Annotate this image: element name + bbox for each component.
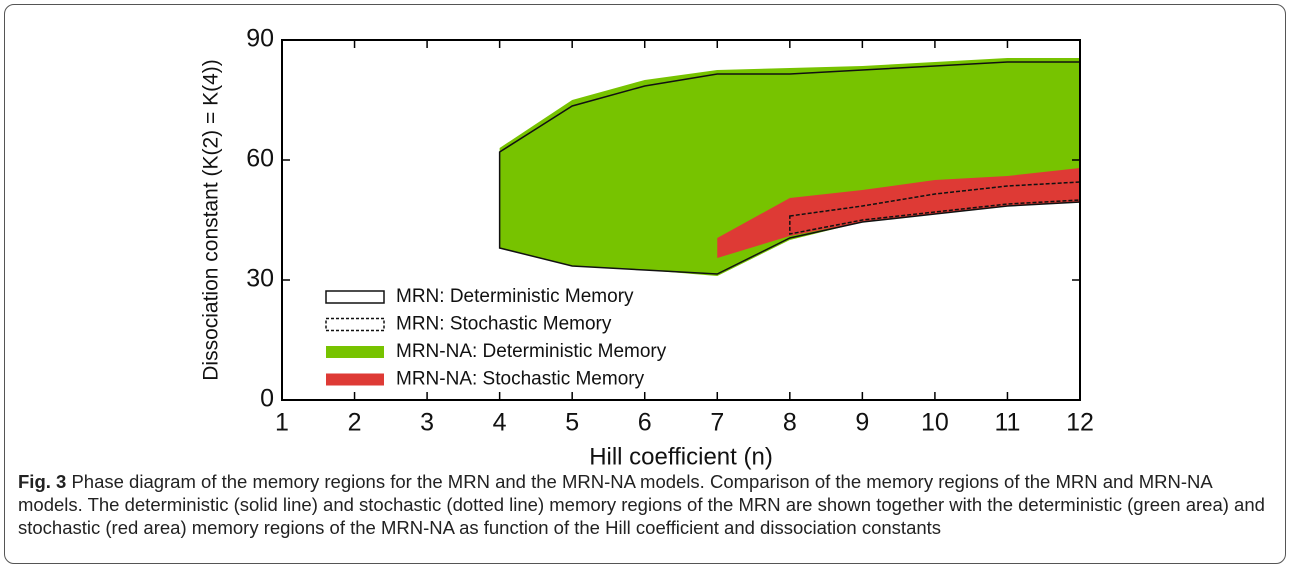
x-tick-label: 2 [348, 409, 362, 437]
y-tick-label: 0 [260, 385, 274, 413]
x-tick-label: 9 [855, 409, 869, 437]
y-tick-label: 90 [246, 25, 274, 53]
x-tick-label: 1 [275, 409, 289, 437]
x-tick-label: 7 [710, 409, 724, 437]
legend-label: MRN-NA: Deterministic Memory [396, 341, 667, 362]
caption-text: Phase diagram of the memory regions for … [18, 471, 1265, 538]
x-tick-label: 5 [565, 409, 579, 437]
region [789, 181, 1081, 235]
x-tick-label: 8 [783, 409, 797, 437]
caption-label: Fig. 3 [18, 471, 67, 492]
y-tick-label: 60 [246, 145, 274, 173]
legend-swatch [325, 290, 385, 304]
region [499, 58, 1080, 276]
x-tick-label: 11 [994, 409, 1020, 437]
legend-swatch [326, 373, 384, 386]
figure-frame [4, 4, 1286, 564]
caption: Fig. 3 Phase diagram of the memory regio… [18, 470, 1280, 539]
y-axis-title: Dissociation constant (K(2) = K(4)) [200, 59, 223, 381]
region [717, 168, 1080, 258]
x-tick-label: 4 [493, 409, 507, 437]
legend-label: MRN: Stochastic Memory [396, 314, 612, 335]
legend-label: MRN-NA: Stochastic Memory [396, 369, 645, 390]
legend-swatch [325, 317, 385, 332]
x-tick-label: 6 [638, 409, 652, 437]
legend-swatch [326, 346, 384, 358]
y-tick-label: 30 [246, 265, 274, 293]
x-tick-label: 10 [921, 409, 949, 437]
x-tick-label: 12 [1066, 409, 1094, 437]
x-axis-title: Hill coefficient (n) [589, 443, 773, 470]
plot-frame [281, 39, 1081, 401]
legend-label: MRN: Deterministic Memory [396, 286, 634, 307]
x-tick-label: 3 [420, 409, 434, 437]
